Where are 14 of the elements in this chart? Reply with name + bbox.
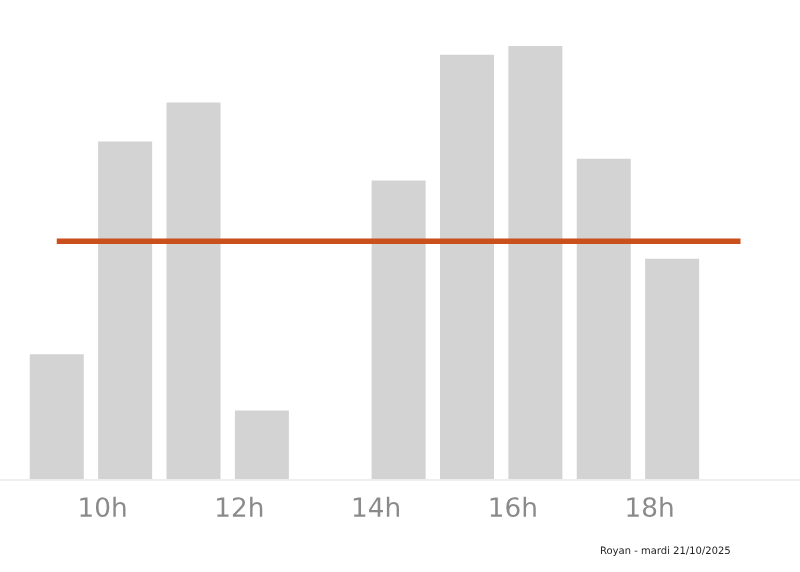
bar bbox=[234, 410, 289, 480]
bar bbox=[98, 141, 153, 480]
bar bbox=[508, 46, 563, 480]
bar bbox=[440, 54, 495, 480]
bar bbox=[576, 158, 631, 480]
x-tick-label: 16h bbox=[490, 496, 536, 518]
bar bbox=[166, 102, 221, 480]
bar bbox=[645, 258, 700, 480]
bar bbox=[371, 180, 426, 480]
x-tick-label: 18h bbox=[627, 496, 673, 518]
x-tick-label: 10h bbox=[80, 496, 126, 518]
x-tick-label: 14h bbox=[353, 496, 399, 517]
x-tick-label: 12h bbox=[217, 496, 263, 517]
bar bbox=[29, 354, 84, 480]
